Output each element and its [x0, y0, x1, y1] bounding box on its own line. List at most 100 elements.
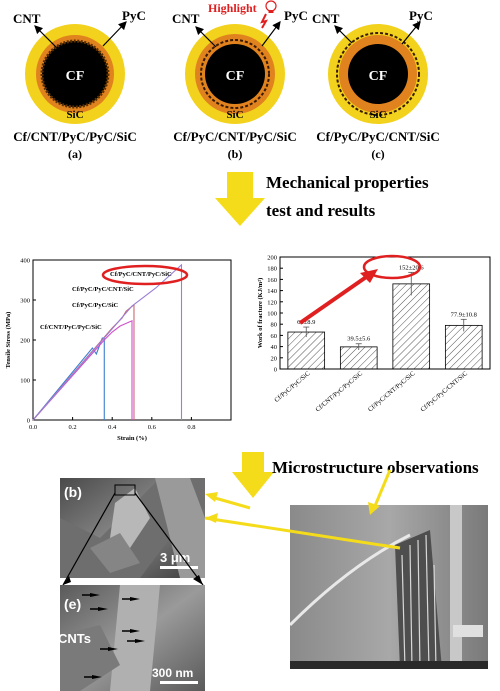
composition-a: Cf/CNT/PyC/PyC/SiC	[13, 129, 137, 144]
pyc-label-b: PyC	[284, 8, 308, 23]
step-mechanical-line1: Mechanical properties	[266, 173, 429, 192]
connector-arrows	[204, 469, 401, 550]
cf-label-b: CF	[226, 69, 245, 84]
wof-bar	[339, 346, 378, 370]
wof-ytick-label: 140	[267, 288, 277, 295]
micrograph-b-label: (b)	[64, 484, 82, 500]
micrograph-e-label: (e)	[64, 596, 81, 612]
highlight-ellipse-curve	[101, 264, 189, 286]
cnt-label-a: CNT	[13, 11, 41, 26]
stress-strain-series-line	[32, 319, 133, 421]
step-microstructure-label: Microstructure observations	[272, 458, 479, 477]
wof-ytick-label: 200	[267, 255, 277, 262]
sublabel-b: (b)	[228, 147, 243, 161]
micrograph-b-scalebar	[160, 566, 198, 569]
wof-bar	[287, 331, 326, 370]
fracture-micrograph	[290, 505, 488, 669]
cf-label-a: CF	[66, 69, 85, 84]
stress-strain-series-line	[32, 263, 183, 421]
wof-ylabel: Work of fracture (KJ/m²)	[257, 278, 264, 349]
highlight-ellipse-bar	[362, 254, 422, 280]
micrograph-e-scale: 300 nm	[152, 666, 193, 680]
work-of-fracture-chart: 0 20 40 60 80 100 120 140 160 180 200 66±8.9 Cf/PyC…	[257, 254, 491, 413]
stress-strain-xlabel: Strain (%)	[117, 435, 147, 442]
wof-value-label: 77.9±10.8	[451, 311, 477, 318]
wof-ytick-label: 180	[267, 266, 277, 273]
sic-label-a: SiC	[66, 109, 83, 121]
highlight-label: Highlight	[208, 1, 257, 15]
stress-strain-xtick-label: 0.2	[69, 424, 77, 431]
micrograph-e-annotation: CNTs	[60, 631, 91, 646]
composition-b: Cf/PyC/CNT/PyC/SiC	[173, 129, 297, 144]
stress-strain-ytick-label: 100	[20, 378, 30, 385]
wof-ytick-label: 120	[267, 299, 277, 306]
down-arrow-icon	[215, 172, 265, 226]
stress-strain-xtick-label: 0.4	[108, 424, 117, 431]
stress-strain-ytick-label: 300	[20, 298, 30, 305]
wof-category-label: Cf/CNT/PyC/PyC/SiC	[314, 370, 364, 413]
stress-strain-ytick-label: 0	[27, 418, 30, 425]
step-mechanical: Mechanical properties test and results	[266, 173, 429, 220]
wof-ytick-label: 60	[271, 333, 278, 340]
micrograph-b: (b) 3 μm	[60, 478, 205, 578]
stress-strain-xtick-label: 0.0	[29, 424, 37, 431]
cf-core-a	[40, 39, 110, 109]
sic-label-b: SiC	[226, 109, 243, 121]
schematic-c: CF SiC CNT PyC Cf/PyC/PyC/CNT/SiC (c)	[312, 8, 440, 161]
cnt-label-c: CNT	[312, 11, 340, 26]
cnt-pointer-arrows	[82, 593, 145, 679]
micrograph-e-scalebar	[160, 681, 198, 684]
stress-strain-xtick-label: 0.6	[148, 424, 157, 431]
cf-core-c	[348, 44, 408, 104]
stress-strain-series-label: Cf/PyC/PyC/SiC	[72, 302, 119, 309]
wof-ytick-label: 80	[271, 322, 278, 329]
sublabel-c: (c)	[371, 147, 384, 161]
wof-category-label: Cf/PyC/CNT/PyC/SiC	[367, 370, 417, 413]
wof-bar	[444, 324, 483, 370]
stress-strain-series-label: Cf/PyC/CNT/PyC/SiC	[110, 271, 172, 278]
stress-strain-series-label: Cf/CNT/PyC/PyC/SiC	[40, 324, 102, 331]
micrograph-b-scale: 3 μm	[160, 550, 190, 565]
red-arrow-icon	[298, 271, 374, 325]
wof-ytick-label: 100	[267, 311, 277, 318]
cf-label-c: CF	[369, 69, 388, 84]
wof-value-label: 152±20.6	[399, 264, 424, 271]
cnt-layer-c	[336, 32, 420, 116]
wof-ytick-label: 40	[271, 344, 278, 351]
stress-strain-chart: 0.0 0.2 0.4 0.6 0.8 0 100 200 300 400 Cf/CNT/PyC/…	[5, 258, 232, 442]
wof-ticks: 0 20 40 60 80 100 120 140 160 180 200	[267, 255, 283, 374]
sublabel-a: (a)	[68, 147, 82, 161]
stress-strain-ytick-label: 200	[20, 338, 30, 345]
wof-bar	[392, 283, 431, 370]
pyc-label-c: PyC	[409, 8, 433, 23]
wof-ytick-label: 0	[274, 367, 277, 374]
highlight-arrow-icon	[260, 13, 269, 29]
wof-ytick-label: 20	[271, 355, 278, 362]
stress-strain-series: Cf/CNT/PyC/PyC/SiC Cf/PyC/PyC/SiC Cf/PyC/P…	[32, 263, 183, 421]
red-arrowhead-icon	[360, 269, 378, 283]
wof-value-label: 39.5±5.6	[347, 336, 371, 343]
step-microstructure: Microstructure observations	[272, 458, 479, 477]
stress-strain-series-label: Cf/PyC/PyC/CNT/SiC	[72, 286, 134, 293]
stress-strain-ytick-label: 400	[20, 258, 30, 265]
schematic-b: CF SiC CNT PyC Highlight Cf/PyC/CNT/PyC/…	[172, 0, 308, 161]
micrograph-e: (e) CNTs 300 nm	[60, 585, 205, 691]
schematic-a: CF SiC CNT PyC Cf/CNT/PyC/PyC/SiC (a)	[13, 8, 146, 161]
fiber-schematics: CF SiC CNT PyC Cf/CNT/PyC/PyC/SiC (a) CF…	[13, 0, 440, 161]
wof-ytick-label: 160	[267, 277, 277, 284]
cnt-label-b: CNT	[172, 11, 200, 26]
wof-category-label: Cf/PyC/PyC/CNT/SiC	[419, 370, 469, 413]
sic-label-c: SiC	[369, 109, 386, 121]
down-arrow-icon-2	[232, 452, 274, 498]
stress-strain-ticks: 0.0 0.2 0.4 0.6 0.8 0 100 200 300 400	[20, 258, 195, 432]
pyc-label-a: PyC	[122, 8, 146, 23]
zoom-lines	[62, 492, 204, 586]
cnt-layer-b	[200, 39, 270, 109]
wof-category-label: Cf/PyC/PyC/SiC	[273, 370, 311, 404]
stress-strain-ylabel: Tensile Stress (MPa)	[5, 312, 12, 369]
wof-value-label: 66±8.9	[297, 319, 315, 326]
cf-core-b	[205, 44, 265, 104]
stress-strain-xtick-label: 0.8	[187, 424, 195, 431]
composition-c: Cf/PyC/PyC/CNT/SiC	[316, 129, 440, 144]
